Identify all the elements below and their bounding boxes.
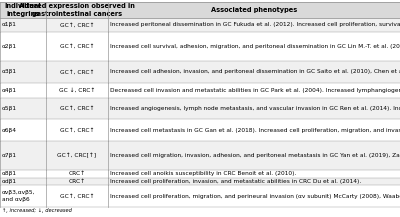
Bar	[108, 185, 400, 207]
Bar	[46, 178, 108, 185]
Bar	[108, 18, 400, 32]
Bar	[108, 141, 400, 170]
Text: GC↑, CRC[↑]: GC↑, CRC[↑]	[58, 153, 96, 158]
Bar	[108, 170, 400, 178]
Text: Associated phenotypes: Associated phenotypes	[211, 7, 297, 13]
Bar	[46, 185, 108, 207]
Text: and αvβ6: and αvβ6	[2, 197, 29, 202]
Bar	[0, 141, 46, 170]
Bar	[0, 98, 46, 119]
Text: Increased angiogenesis, lymph node metastasis, and vascular invasion in GC Ren e: Increased angiogenesis, lymph node metas…	[110, 106, 400, 111]
Bar	[0, 61, 46, 83]
Text: CRC↑: CRC↑	[68, 171, 86, 176]
Text: GC↑, CRC↑: GC↑, CRC↑	[60, 128, 94, 133]
Text: Individual
integrins: Individual integrins	[5, 3, 41, 17]
Bar	[108, 178, 400, 185]
Text: α7β1: α7β1	[2, 153, 17, 158]
Bar	[108, 61, 400, 83]
Bar	[46, 18, 108, 32]
Text: Increased cell survival, adhesion, migration, and peritoneal dissemination in GC: Increased cell survival, adhesion, migra…	[110, 44, 400, 49]
Bar	[108, 2, 400, 18]
Bar	[0, 32, 46, 61]
Bar	[46, 32, 108, 61]
Bar	[46, 83, 108, 98]
Text: Increased cell migration, invasion, adhesion, and peritoneal metastasis in GC Ya: Increased cell migration, invasion, adhe…	[110, 153, 400, 158]
Text: CRC↑: CRC↑	[68, 179, 86, 184]
Text: Altered expression observed in
gastrointestinal cancers: Altered expression observed in gastroint…	[19, 3, 135, 17]
Text: GC↑, CRC↑: GC↑, CRC↑	[60, 194, 94, 199]
Text: Increased cell metastasis in GC Gan et al. (2018). Increased cell proliferation,: Increased cell metastasis in GC Gan et a…	[110, 128, 400, 133]
Text: α4β1: α4β1	[2, 88, 17, 93]
Bar	[46, 2, 108, 18]
Text: GC↑, CRC↑: GC↑, CRC↑	[60, 23, 94, 28]
Text: α5β1: α5β1	[2, 106, 17, 111]
Bar	[46, 61, 108, 83]
Bar	[46, 141, 108, 170]
Bar	[46, 170, 108, 178]
Text: Increased cell proliferation, migration, and perineural invasion (αv subunit) Mc: Increased cell proliferation, migration,…	[110, 194, 400, 199]
Text: Increased cell proliferation, invasion, and metastatic abilities in CRC Du et al: Increased cell proliferation, invasion, …	[110, 179, 361, 184]
Bar	[0, 2, 46, 18]
Bar	[0, 83, 46, 98]
Bar	[0, 170, 46, 178]
Text: Increased peritoneal dissemination in GC Fukuda et al. (2012). Increased cell pr: Increased peritoneal dissemination in GC…	[110, 23, 400, 28]
Bar	[108, 98, 400, 119]
Bar	[46, 98, 108, 119]
Text: GC↑, CRC↑: GC↑, CRC↑	[60, 69, 94, 74]
Text: α6β4: α6β4	[2, 128, 17, 133]
Text: Increased cell anoikis susceptibility in CRC Benoit et al. (2010).: Increased cell anoikis susceptibility in…	[110, 171, 296, 176]
Bar	[0, 119, 46, 141]
Bar	[108, 32, 400, 61]
Bar	[108, 119, 400, 141]
Text: α8β1: α8β1	[2, 171, 17, 176]
Bar	[0, 18, 46, 32]
Text: Decreased cell invasion and metastatic abilities in GC Park et al. (2004). Incre: Decreased cell invasion and metastatic a…	[110, 88, 400, 93]
Text: GC↑, CRC↑: GC↑, CRC↑	[60, 44, 94, 49]
Text: αdβ1: αdβ1	[2, 179, 17, 184]
Bar	[108, 83, 400, 98]
Bar	[0, 185, 46, 207]
Text: α1β1: α1β1	[2, 23, 16, 28]
Bar	[46, 119, 108, 141]
Text: ↑, increased; ↓, decreased: ↑, increased; ↓, decreased	[2, 209, 72, 214]
Text: α2β1: α2β1	[2, 44, 17, 49]
Text: Increased cell adhesion, invasion, and peritoneal dissemination in GC Saito et a: Increased cell adhesion, invasion, and p…	[110, 69, 400, 74]
Text: GC↑, CRC↑: GC↑, CRC↑	[60, 106, 94, 111]
Bar	[0, 178, 46, 185]
Text: α3β1: α3β1	[2, 69, 17, 74]
Text: GC ↓, CRC↑: GC ↓, CRC↑	[59, 88, 95, 93]
Text: αvβ3,αvβ5,: αvβ3,αvβ5,	[2, 190, 35, 195]
